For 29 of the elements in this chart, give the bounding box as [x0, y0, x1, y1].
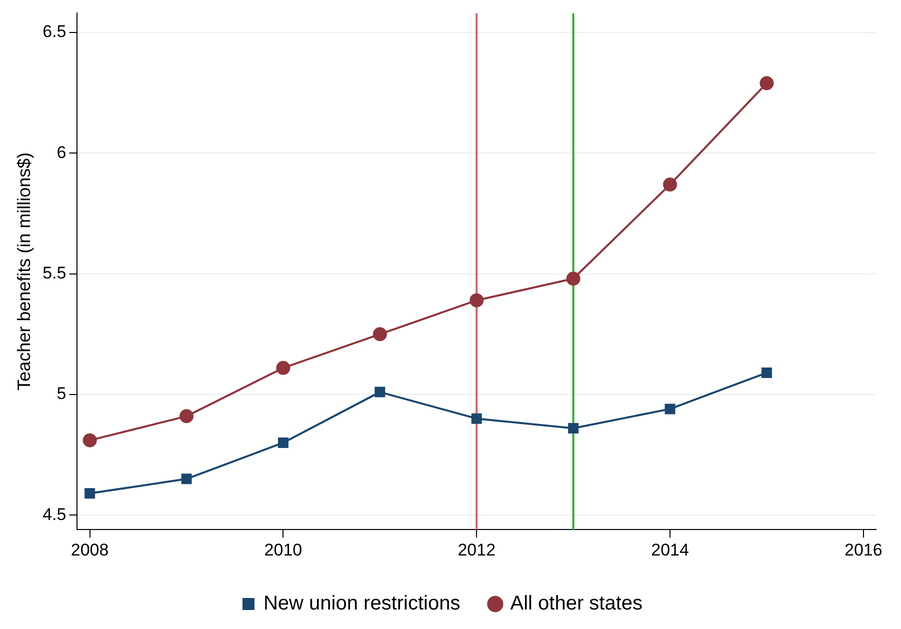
legend-label: All other states	[510, 592, 643, 615]
point	[761, 368, 772, 378]
y-tick-label: 5	[56, 384, 66, 404]
point	[84, 488, 96, 499]
point	[471, 413, 482, 424]
point	[180, 409, 194, 424]
point	[664, 404, 676, 414]
point	[82, 433, 97, 448]
point	[276, 360, 290, 375]
y-axis-title: Teacher benefits (in millions$)	[14, 152, 34, 390]
point	[372, 327, 387, 342]
y-tick-label: 5.5	[42, 264, 66, 282]
y-tick-label: 6	[56, 142, 66, 162]
y-tick-label: 4.5	[42, 504, 66, 524]
x-tick-label: 2016	[844, 540, 882, 560]
x-tick-label: 2014	[651, 540, 689, 560]
point	[566, 272, 580, 286]
point	[278, 437, 288, 448]
x-tick-label: 2012	[458, 540, 496, 560]
x-tick-label: 2008	[70, 540, 109, 560]
x-tick-label: 2010	[264, 540, 302, 560]
point	[760, 76, 774, 90]
y-tick-label: 6.5	[42, 22, 66, 42]
point	[374, 386, 386, 398]
point	[568, 423, 579, 434]
legend-label: New union restrictions	[263, 592, 460, 615]
point	[470, 293, 484, 308]
point	[181, 474, 192, 484]
point	[663, 178, 678, 192]
